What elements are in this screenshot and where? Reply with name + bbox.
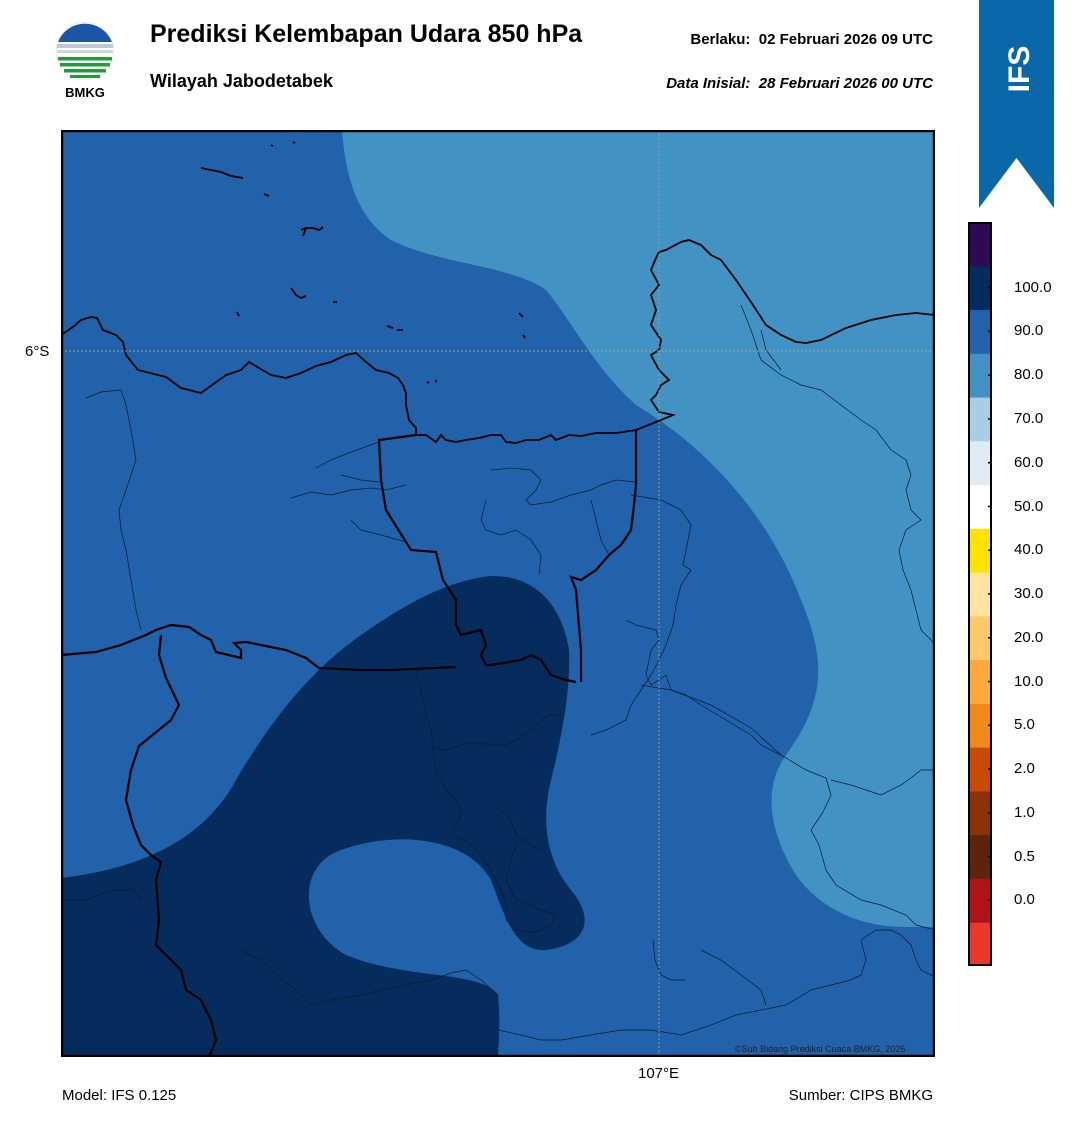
map-title: Prediksi Kelembapan Udara 850 hPa <box>150 20 583 48</box>
colorbar-band <box>968 222 992 267</box>
humidity-zone-70-80 <box>342 130 935 927</box>
thousand-islands <box>200 141 526 384</box>
colorbar-label: 1.0 <box>1014 803 1035 821</box>
model-label: Model: IFS 0.125 <box>62 1087 177 1104</box>
colorbar-band <box>968 922 992 966</box>
initial-data-label: Data Inisial: <box>666 75 751 92</box>
latitude-label: 6°S <box>25 343 50 360</box>
ribbon-text: IFS <box>1003 46 1036 93</box>
colorbar-label: 20.0 <box>1014 628 1044 646</box>
map-frame <box>61 130 935 1057</box>
longitude-label: 107°E <box>638 1065 680 1082</box>
humidity-colorbar <box>968 222 992 966</box>
colorbar-label: 70.0 <box>1014 409 1044 427</box>
bmkg-logo-text: BMKG <box>65 85 105 100</box>
colorbar-label: 5.0 <box>1014 716 1035 734</box>
map-subtitle: Wilayah Jabodetabek <box>150 71 333 91</box>
colorbar-label: 10.0 <box>1014 672 1044 690</box>
copyright-credit: ©Sub Bidang Prediksi Cuaca BMKG, 2026 <box>735 1044 906 1054</box>
colorbar-label: 0.0 <box>1014 891 1035 909</box>
colorbar-label: 90.0 <box>1014 322 1044 340</box>
colorbar-label: 100.0 <box>1014 278 1052 296</box>
source-label: Sumber: CIPS BMKG <box>788 1087 933 1104</box>
colorbar-label: 0.5 <box>1014 847 1035 865</box>
colorbar-ticks <box>988 286 992 902</box>
valid-time: Berlaku: 02 Februari 2026 09 UTC <box>690 31 933 48</box>
initial-data-time: Data Inisial: 28 Februari 2026 00 UTC <box>666 75 933 92</box>
colorbar-label: 40.0 <box>1014 541 1044 559</box>
colorbar-label: 30.0 <box>1014 585 1044 602</box>
coastline <box>61 239 935 444</box>
ifs-ribbon-badge: IFS <box>979 0 1054 208</box>
bmkg-logo <box>55 21 115 81</box>
colorbar-label: 2.0 <box>1014 760 1035 778</box>
district-boundaries <box>61 304 935 1041</box>
valid-time-value: 02 Februari 2026 09 UTC <box>758 31 933 48</box>
colorbar-label: 60.0 <box>1014 453 1044 471</box>
ribbon-shape <box>979 0 1054 208</box>
valid-time-label: Berlaku: <box>690 31 751 48</box>
humidity-map <box>61 130 935 1057</box>
humidity-zone-90-100 <box>61 575 585 1057</box>
colorbar-label: 50.0 <box>1014 497 1044 515</box>
colorbar-label: 80.0 <box>1014 366 1044 384</box>
initial-data-value: 28 Februari 2026 00 UTC <box>758 75 933 92</box>
